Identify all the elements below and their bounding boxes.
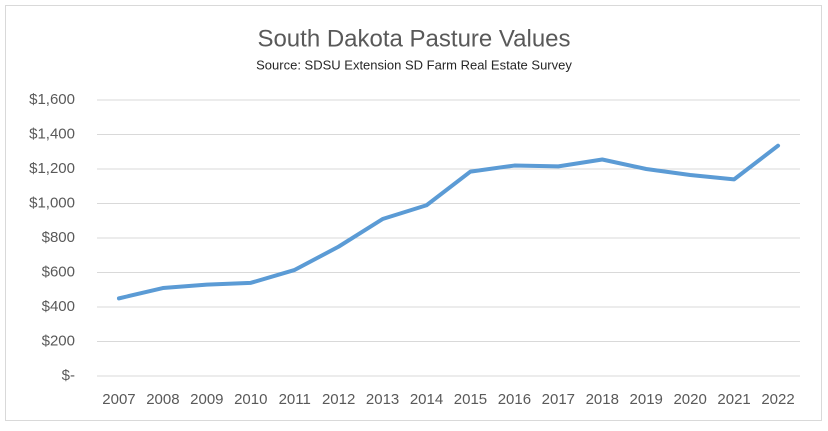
x-tick-label: 2008: [146, 391, 179, 408]
y-tick-label: $1,000: [29, 194, 75, 211]
x-tick-label: 2017: [542, 391, 575, 408]
y-tick-label: $1,600: [29, 91, 75, 108]
x-tick-label: 2012: [322, 391, 355, 408]
y-tick-label: $-: [62, 367, 75, 384]
x-tick-label: 2013: [366, 391, 399, 408]
x-tick-label: 2020: [673, 391, 706, 408]
x-tick-label: 2022: [761, 391, 794, 408]
x-tick-label: 2015: [454, 391, 487, 408]
y-tick-label: $600: [42, 263, 75, 280]
x-tick-label: 2009: [190, 391, 223, 408]
y-tick-label: $800: [42, 229, 75, 246]
y-tick-label: $1,400: [29, 125, 75, 142]
chart-border: [5, 5, 822, 421]
x-tick-label: 2021: [717, 391, 750, 408]
y-tick-label: $400: [42, 298, 75, 315]
chart-title: South Dakota Pasture Values: [257, 25, 570, 52]
y-tick-label: $200: [42, 332, 75, 349]
x-tick-label: 2016: [498, 391, 531, 408]
x-tick-label: 2019: [630, 391, 663, 408]
x-tick-label: 2010: [234, 391, 267, 408]
x-tick-label: 2007: [102, 391, 135, 408]
x-tick-label: 2011: [279, 391, 311, 408]
y-tick-label: $1,200: [29, 160, 75, 177]
x-tick-label: 2018: [586, 391, 619, 408]
data-line: [116, 143, 781, 301]
chart-subtitle: Source: SDSU Extension SD Farm Real Esta…: [256, 57, 572, 72]
x-tick-label: 2014: [410, 391, 443, 408]
